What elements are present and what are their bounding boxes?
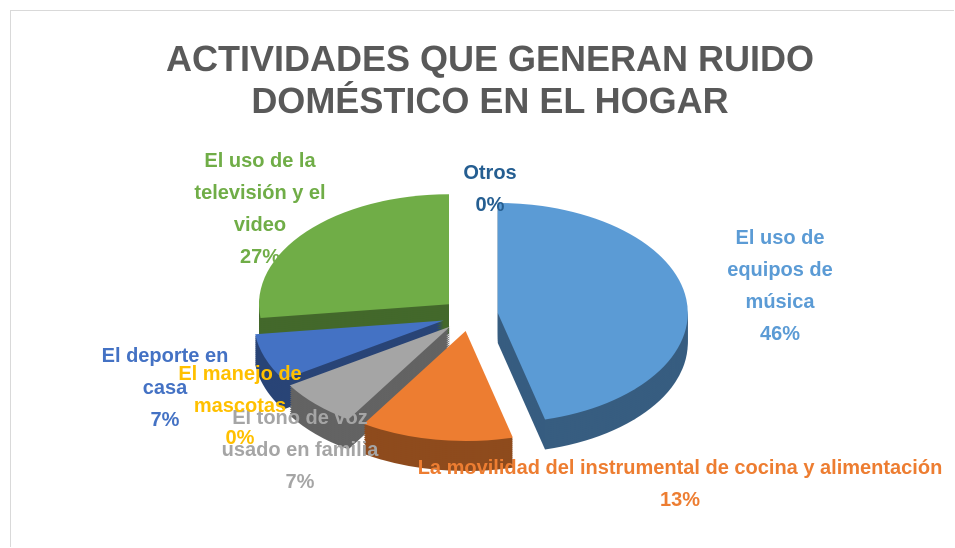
- slice: [255, 320, 444, 380]
- chart-frame: [10, 10, 954, 547]
- value-label: 0%: [225, 427, 255, 449]
- data-label: El uso de la televisión y el video 27%: [170, 145, 350, 273]
- category-label: Otros: [463, 162, 517, 184]
- category-label: El uso de equipos de música: [727, 227, 833, 313]
- data-label: El tono de voz usado en familia 7%: [215, 402, 385, 498]
- slice: [258, 194, 449, 319]
- data-label: La movilidad del instrumental de cocina …: [410, 452, 950, 516]
- chart-title: ACTIVIDADES QUE GENERAN RUIDO DOMÉSTICO …: [165, 38, 815, 121]
- value-label: 13%: [659, 489, 701, 511]
- category-label: El manejo de mascotas: [178, 363, 302, 417]
- category-label: El deporte en casa: [101, 345, 229, 399]
- value-label: 27%: [239, 246, 281, 268]
- value-label: 7%: [285, 471, 315, 493]
- value-label: 0%: [475, 194, 505, 216]
- data-label: El uso de equipos de música 46%: [695, 222, 865, 350]
- slice: [363, 331, 513, 442]
- data-label: Otros 0%: [440, 157, 540, 221]
- data-label: El deporte en casa 7%: [80, 340, 250, 436]
- slice: [497, 202, 688, 420]
- slice: [289, 326, 451, 420]
- category-label: El tono de voz usado en familia: [221, 407, 379, 461]
- value-label: 46%: [759, 323, 801, 345]
- value-label: 7%: [150, 409, 180, 431]
- data-label: El manejo de mascotas 0%: [170, 358, 310, 454]
- category-label: El uso de la televisión y el video: [194, 150, 326, 236]
- category-label: La movilidad del instrumental de cocina …: [417, 457, 943, 479]
